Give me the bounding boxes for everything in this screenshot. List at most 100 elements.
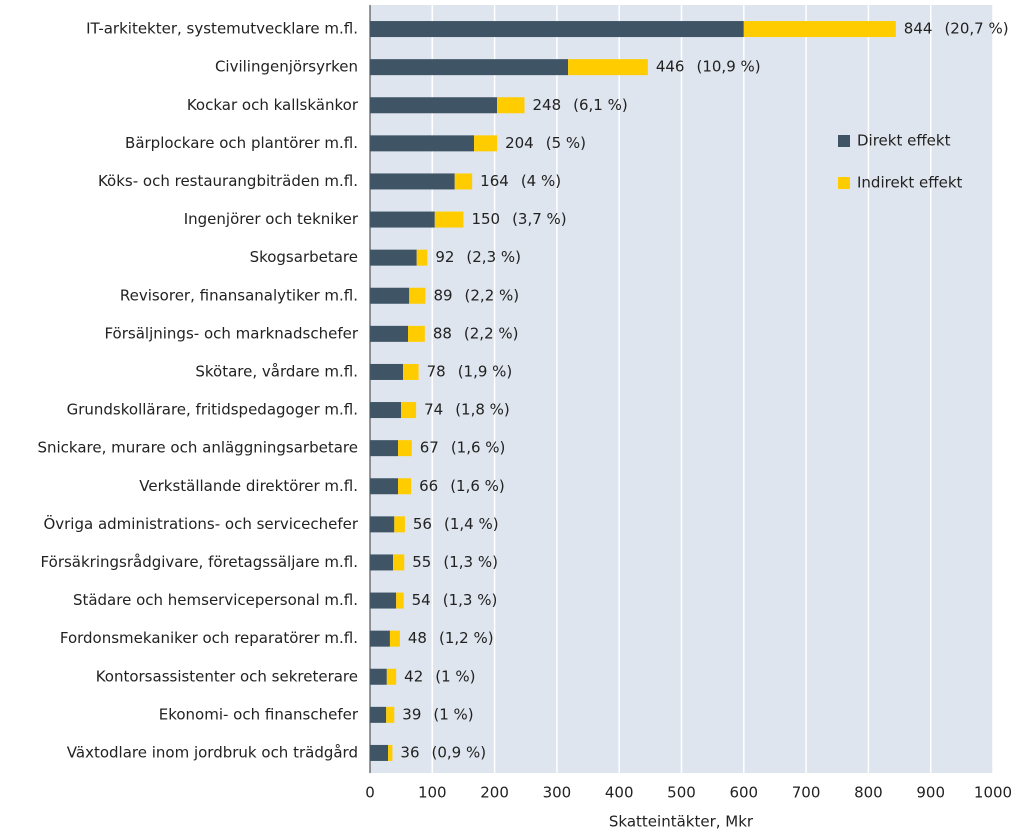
y-tick-label: Försäkringsrådgivare, företagssäljare m.… — [41, 553, 358, 571]
bar-segment — [370, 97, 498, 114]
total-label: 67 — [420, 439, 439, 457]
bar-segment — [370, 287, 410, 304]
total-label: 92 — [435, 248, 454, 266]
bar-segment — [393, 554, 405, 571]
bar-segment — [370, 363, 404, 380]
y-tick-label: Skötare, vårdare m.fl. — [195, 362, 358, 380]
share-label: (6,1 %) — [573, 96, 628, 114]
y-tick-label: Revisorer, finansanalytiker m.fl. — [120, 286, 358, 304]
bar-segment — [389, 630, 400, 647]
bar-segment — [370, 135, 475, 152]
x-tick-label: 200 — [480, 784, 509, 802]
total-label: 48 — [408, 629, 427, 647]
total-label: 164 — [480, 172, 509, 190]
bar-segment — [370, 478, 399, 495]
share-label: (1,3 %) — [443, 553, 498, 571]
bar-segment — [396, 592, 404, 609]
share-label: (1 %) — [435, 667, 475, 685]
bar-segment — [743, 21, 896, 38]
bar-segment — [474, 135, 498, 152]
share-label: (1,4 %) — [444, 515, 499, 533]
y-tick-label: IT-arkitekter, systemutvecklare m.fl. — [86, 20, 358, 38]
bar-segment — [370, 592, 397, 609]
total-label: 55 — [412, 553, 431, 571]
y-tick-label: Försäljnings- och marknadschefer — [104, 324, 358, 342]
y-tick-label: Skogsarbetare — [250, 248, 358, 266]
total-label: 844 — [904, 20, 933, 38]
x-axis-label: Skatteintäkter, Mkr — [609, 813, 754, 831]
bar-segment — [409, 287, 426, 304]
bar-segment — [370, 59, 569, 76]
y-tick-label: Köks- och restaurangbiträden m.fl. — [98, 172, 358, 190]
x-tick-label: 600 — [729, 784, 758, 802]
total-label: 54 — [412, 591, 431, 609]
share-label: (2,3 %) — [466, 248, 521, 266]
total-label: 74 — [424, 401, 443, 419]
x-tick-label: 700 — [792, 784, 821, 802]
total-label: 88 — [433, 324, 452, 342]
share-label: (5 %) — [546, 134, 586, 152]
legend-swatch — [838, 135, 850, 147]
share-label: (10,9 %) — [696, 58, 760, 76]
y-tick-label: Ekonomi- och finanschefer — [159, 705, 359, 723]
y-tick-label: Växtodlare inom jordbruk och trädgård — [67, 743, 358, 761]
x-tick-label: 900 — [916, 784, 945, 802]
y-tick-label: Civilingenjörsyrken — [215, 58, 358, 76]
y-tick-label: Verkställande direktörer m.fl. — [139, 477, 358, 495]
share-label: (1,2 %) — [439, 629, 494, 647]
legend-label: Indirekt effekt — [857, 174, 962, 192]
bar-segment — [370, 440, 399, 457]
share-label: (1 %) — [433, 705, 473, 723]
x-tick-label: 800 — [854, 784, 883, 802]
bar-segment — [434, 211, 464, 228]
bar-segment — [370, 744, 389, 761]
bar-segment — [386, 668, 397, 685]
bar-segment — [370, 706, 387, 723]
bar-segment — [388, 744, 393, 761]
x-tick-label: 0 — [365, 784, 375, 802]
share-label: (4 %) — [521, 172, 561, 190]
bar-segment — [401, 402, 417, 419]
share-label: (1,6 %) — [450, 477, 505, 495]
y-tick-label: Snickare, murare och anläggningsarbetare — [37, 439, 358, 457]
total-label: 78 — [427, 362, 446, 380]
x-tick-label: 400 — [605, 784, 634, 802]
total-label: 36 — [400, 743, 419, 761]
y-tick-label: Kontorsassistenter och sekreterare — [96, 667, 358, 685]
total-label: 248 — [533, 96, 562, 114]
bar-segment — [370, 668, 387, 685]
x-tick-label: 300 — [543, 784, 572, 802]
bar-segment — [370, 325, 409, 342]
bar-segment — [370, 630, 390, 647]
legend-label: Direkt effekt — [857, 132, 951, 150]
y-tick-label: Städare och hemservicepersonal m.fl. — [73, 591, 358, 609]
bar-segment — [370, 402, 402, 419]
share-label: (0,9 %) — [432, 743, 487, 761]
share-label: (2,2 %) — [465, 286, 520, 304]
total-label: 66 — [419, 477, 438, 495]
y-tick-label: Bärplockare och plantörer m.fl. — [125, 134, 358, 152]
bar-segment — [398, 478, 412, 495]
y-tick-label: Grundskollärare, fritidspedagoger m.fl. — [67, 401, 358, 419]
bar-segment — [370, 211, 435, 228]
share-label: (2,2 %) — [464, 324, 519, 342]
total-label: 56 — [413, 515, 432, 533]
share-label: (1,3 %) — [443, 591, 498, 609]
y-tick-label: Fordonsmekaniker och reparatörer m.fl. — [60, 629, 358, 647]
bar-segment — [403, 363, 419, 380]
x-tick-label: 1000 — [974, 784, 1012, 802]
bar-segment — [568, 59, 648, 76]
total-label: 89 — [433, 286, 452, 304]
legend-swatch — [838, 177, 850, 189]
share-label: (20,7 %) — [944, 20, 1008, 38]
share-label: (1,9 %) — [458, 362, 513, 380]
x-tick-label: 500 — [667, 784, 696, 802]
y-tick-label: Övriga administrations- och servicechefe… — [43, 514, 358, 533]
bar-segment — [416, 249, 428, 266]
bar-segment — [370, 516, 395, 533]
bar-segment — [398, 440, 412, 457]
y-tick-label: Ingenjörer och tekniker — [184, 210, 359, 228]
bar-segment — [386, 706, 395, 723]
total-label: 42 — [404, 667, 423, 685]
